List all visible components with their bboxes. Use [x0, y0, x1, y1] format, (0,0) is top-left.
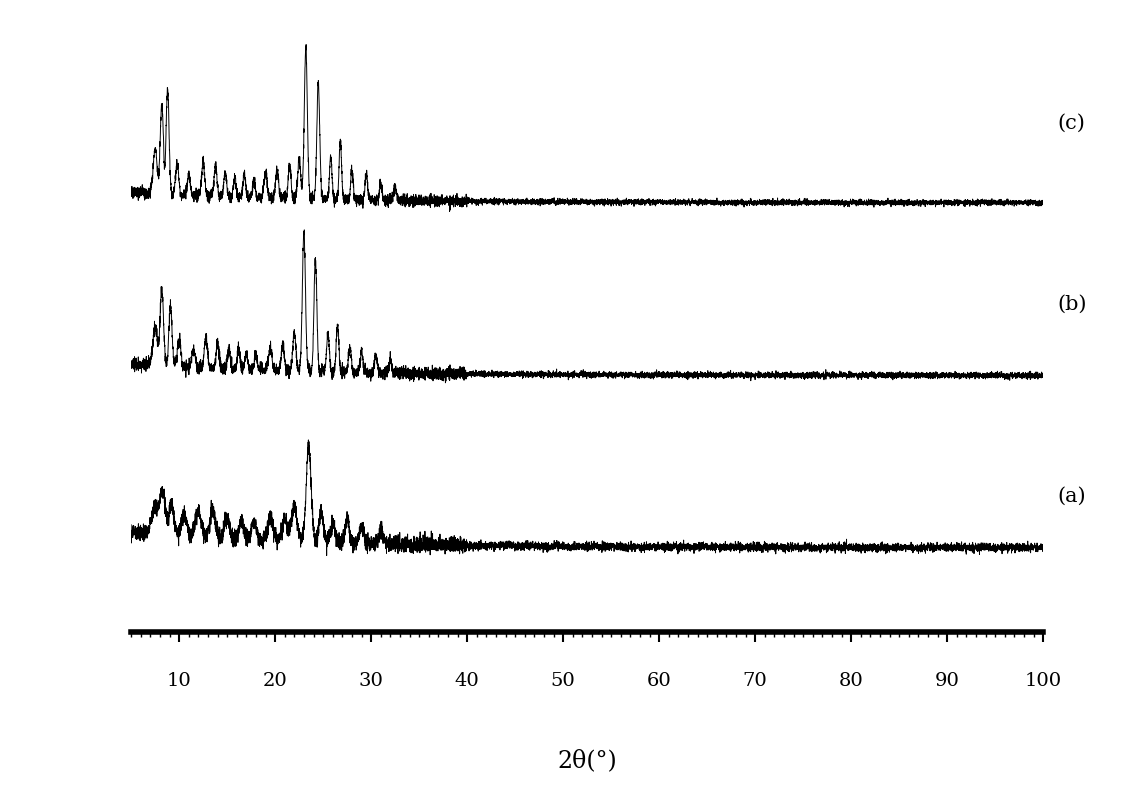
Text: (b): (b) [1058, 295, 1088, 313]
Text: (c): (c) [1058, 114, 1085, 133]
Text: 2θ(°): 2θ(°) [557, 749, 617, 772]
Text: (a): (a) [1058, 487, 1086, 506]
